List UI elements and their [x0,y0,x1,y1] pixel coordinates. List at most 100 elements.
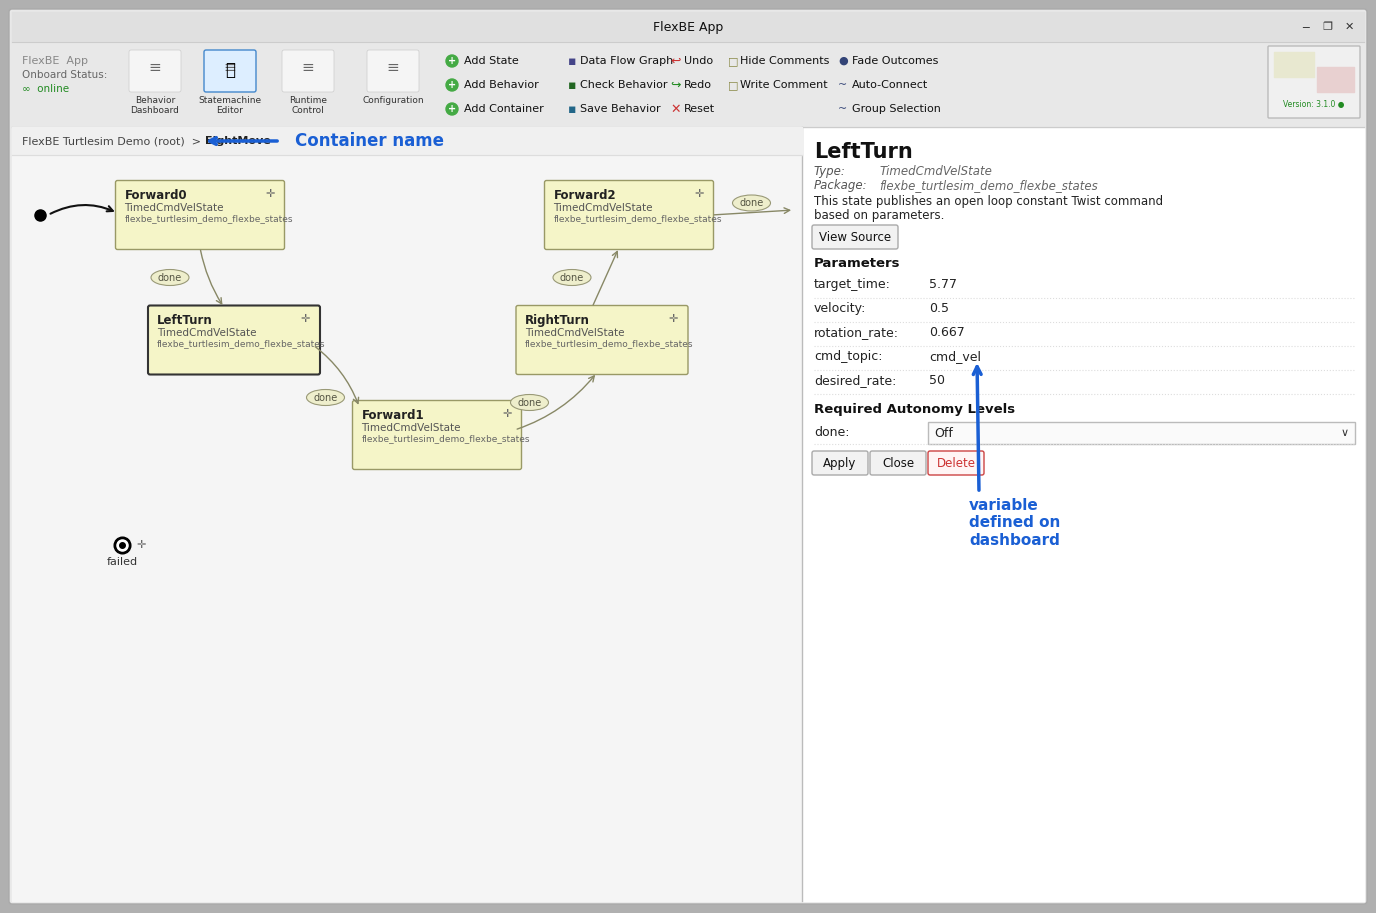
Text: failed: failed [106,557,138,567]
Text: Reset: Reset [684,104,716,114]
Text: Off: Off [934,426,952,439]
Text: Group Selection: Group Selection [852,104,941,114]
Text: ─: ─ [1302,22,1309,32]
Text: ≡: ≡ [224,59,237,75]
Text: Write Comment: Write Comment [740,80,827,90]
Text: Delete: Delete [937,456,976,469]
FancyBboxPatch shape [516,306,688,374]
Text: Statemachine
Editor: Statemachine Editor [198,96,261,115]
Text: ~: ~ [838,104,848,114]
Text: TimedCmdVelState: TimedCmdVelState [124,203,224,213]
Text: done: done [158,272,182,282]
Text: 0.667: 0.667 [929,326,965,339]
Text: cmd_topic:: cmd_topic: [815,350,882,363]
Text: ●: ● [838,56,848,66]
Circle shape [446,103,458,115]
Text: Forward0: Forward0 [124,188,187,202]
Text: variable
defined on
dashboard: variable defined on dashboard [969,498,1061,548]
Text: Forward1: Forward1 [362,408,424,422]
Text: This state publishes an open loop constant Twist command: This state publishes an open loop consta… [815,195,1163,208]
Text: TimedCmdVelState: TimedCmdVelState [553,203,654,213]
Text: TimedCmdVelState: TimedCmdVelState [526,328,625,338]
FancyBboxPatch shape [812,451,868,475]
FancyBboxPatch shape [204,50,256,92]
Text: Runtime
Control: Runtime Control [289,96,327,115]
Text: done: done [560,272,585,282]
FancyBboxPatch shape [10,9,1366,904]
Text: velocity:: velocity: [815,302,867,315]
Text: 0.5: 0.5 [929,302,949,315]
FancyBboxPatch shape [870,451,926,475]
Text: flexbe_turtlesim_demo_flexbe_states: flexbe_turtlesim_demo_flexbe_states [362,435,530,444]
Ellipse shape [732,195,771,211]
Text: TimedCmdVelState: TimedCmdVelState [879,165,992,178]
Text: ✛: ✛ [694,188,703,198]
FancyBboxPatch shape [116,181,285,249]
Text: ~: ~ [838,80,848,90]
Text: □: □ [728,80,739,90]
Text: ✕: ✕ [670,102,681,116]
Text: ✛: ✛ [136,540,146,550]
FancyBboxPatch shape [927,422,1355,444]
Text: Redo: Redo [684,80,711,90]
Text: View Source: View Source [819,230,892,244]
Text: □: □ [728,56,739,66]
Text: ↩: ↩ [670,55,681,68]
Text: Add State: Add State [464,56,519,66]
Text: TimedCmdVelState: TimedCmdVelState [157,328,256,338]
Text: +: + [449,104,455,114]
Text: Undo: Undo [684,56,713,66]
Text: Fade Outcomes: Fade Outcomes [852,56,938,66]
Text: Hide Comments: Hide Comments [740,56,830,66]
Text: Auto-Connect: Auto-Connect [852,80,929,90]
FancyBboxPatch shape [129,50,182,92]
Text: desired_rate:: desired_rate: [815,374,896,387]
Text: Data Flow Graph: Data Flow Graph [581,56,673,66]
Text: ✛: ✛ [502,408,512,418]
Text: done: done [314,393,337,403]
Text: based on parameters.: based on parameters. [815,209,944,222]
Text: ↪: ↪ [670,79,681,91]
Text: Required Autonomy Levels: Required Autonomy Levels [815,403,1015,416]
Text: Onboard Status:: Onboard Status: [22,70,107,80]
FancyBboxPatch shape [545,181,714,249]
FancyBboxPatch shape [352,401,522,469]
Circle shape [446,79,458,91]
Text: Container name: Container name [294,132,444,150]
Text: rotation_rate:: rotation_rate: [815,326,899,339]
Text: ≡: ≡ [149,59,161,75]
Text: done: done [739,198,764,208]
Ellipse shape [307,390,344,405]
FancyBboxPatch shape [149,306,321,374]
Text: ▪: ▪ [568,55,577,68]
Text: flexbe_turtlesim_demo_flexbe_states: flexbe_turtlesim_demo_flexbe_states [879,179,1098,192]
Text: ∨: ∨ [1340,428,1348,438]
Text: Save Behavior: Save Behavior [581,104,660,114]
Text: done: done [517,397,542,407]
Text: FlexBE Turtlesim Demo (root)  >: FlexBE Turtlesim Demo (root) > [22,136,208,146]
FancyBboxPatch shape [812,225,899,249]
Text: EightMove: EightMove [205,136,271,146]
Text: Apply: Apply [823,456,857,469]
Text: ✕: ✕ [1344,22,1354,32]
Text: Check Behavior: Check Behavior [581,80,667,90]
Text: ≡: ≡ [301,59,314,75]
Text: LeftTurn: LeftTurn [157,313,213,327]
Text: ✛: ✛ [300,313,310,323]
Text: flexbe_turtlesim_demo_flexbe_states: flexbe_turtlesim_demo_flexbe_states [553,215,722,224]
Circle shape [446,55,458,67]
Text: TimedCmdVelState: TimedCmdVelState [362,423,461,433]
Text: ▪: ▪ [568,79,577,91]
Text: ✛: ✛ [669,313,678,323]
FancyBboxPatch shape [282,50,334,92]
Text: target_time:: target_time: [815,278,890,291]
Ellipse shape [151,269,189,286]
Text: +: + [449,80,455,90]
Text: FlexBE App: FlexBE App [652,20,724,34]
Text: 📋: 📋 [226,61,235,79]
Text: Behavior
Dashboard: Behavior Dashboard [131,96,179,115]
Text: ≡: ≡ [387,59,399,75]
Text: LeftTurn: LeftTurn [815,142,912,162]
Text: flexbe_turtlesim_demo_flexbe_states: flexbe_turtlesim_demo_flexbe_states [526,340,694,349]
Text: +: + [449,56,455,66]
